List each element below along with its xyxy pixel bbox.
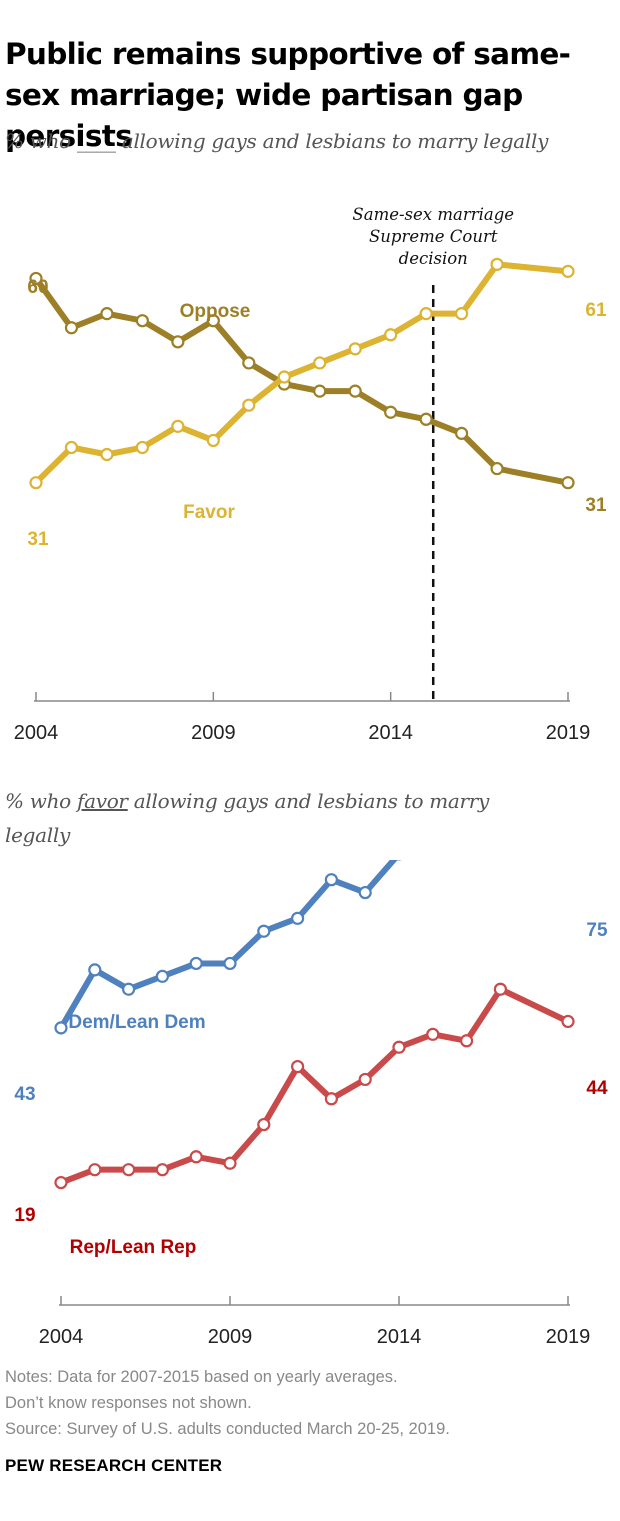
annotation-text: Same-sex marriage bbox=[352, 205, 514, 224]
x-tick-label: 2014 bbox=[368, 722, 413, 744]
bottom-subtitle-prefix: % who bbox=[5, 789, 77, 813]
data-point bbox=[392, 1040, 406, 1054]
data-point bbox=[277, 370, 291, 384]
data-point bbox=[324, 873, 338, 887]
data-point bbox=[122, 982, 136, 996]
bottom-subtitle-emphasis: favor bbox=[76, 789, 128, 813]
data-point bbox=[223, 956, 237, 971]
x-tick-label: 2019 bbox=[546, 1326, 591, 1348]
data-point bbox=[493, 982, 507, 996]
data-point bbox=[29, 476, 43, 490]
data-point bbox=[171, 335, 185, 349]
note-line: Notes: Data for 2007-2015 based on yearl… bbox=[5, 1368, 398, 1386]
x-tick-label: 2004 bbox=[14, 722, 59, 744]
data-point bbox=[460, 1034, 474, 1048]
end-value-label: 44 bbox=[586, 1078, 608, 1099]
bottom-chart-subtitle: % who favor allowing gays and lesbians t… bbox=[5, 784, 525, 852]
bottom-chart: 2004 2009 2014 2019 Dem/Lean Dem 43 75 Rep/Lea… bbox=[14, 860, 608, 1348]
data-point bbox=[100, 447, 114, 462]
bottom-subtitle-suffix: allowing gays and lesbians to marry lega… bbox=[5, 789, 490, 847]
note-line: Source: Survey of U.S. adults conducted … bbox=[5, 1420, 450, 1438]
data-point bbox=[348, 342, 362, 356]
x-tick-label: 2014 bbox=[377, 1326, 422, 1348]
start-value-label: 43 bbox=[14, 1084, 35, 1105]
notes: Notes: Data for 2007-2015 based on yearl… bbox=[5, 1364, 450, 1442]
data-point bbox=[490, 257, 504, 271]
data-point bbox=[291, 1059, 305, 1074]
start-value-label: 31 bbox=[27, 529, 49, 550]
data-point bbox=[291, 911, 305, 925]
data-point bbox=[419, 307, 433, 321]
data-point bbox=[100, 307, 114, 321]
start-value-label: 60 bbox=[27, 277, 48, 298]
top-chart-subtitle: % who ____ allowing gays and lesbians to… bbox=[5, 129, 549, 153]
annotation-text: decision bbox=[399, 249, 468, 268]
data-point bbox=[64, 440, 79, 455]
chart-title: Public remains supportive of same-sex ma… bbox=[5, 37, 571, 153]
data-point bbox=[358, 885, 372, 900]
x-tick-label: 2009 bbox=[208, 1326, 253, 1348]
note-line: Don’t know responses not shown. bbox=[5, 1394, 252, 1412]
series-name-label: Oppose bbox=[180, 301, 251, 322]
data-point bbox=[257, 924, 271, 938]
data-point bbox=[135, 440, 149, 455]
brand-footer: PEW RESEARCH CENTER bbox=[5, 1456, 223, 1475]
top-chart-series bbox=[29, 257, 575, 490]
data-point bbox=[189, 956, 203, 971]
data-point bbox=[54, 1021, 68, 1035]
data-point bbox=[490, 461, 504, 476]
data-point bbox=[384, 328, 398, 342]
data-point bbox=[64, 321, 79, 335]
data-point bbox=[242, 356, 256, 370]
data-point bbox=[88, 963, 102, 977]
x-tick-label: 2019 bbox=[546, 722, 591, 744]
data-point bbox=[313, 356, 327, 370]
data-point bbox=[54, 1175, 68, 1190]
data-point bbox=[88, 1163, 102, 1177]
data-point bbox=[561, 264, 575, 278]
data-point bbox=[358, 1072, 372, 1087]
top-chart-ticks: 2004 2009 2014 2019 bbox=[14, 692, 591, 744]
data-point bbox=[242, 398, 256, 412]
series-name-label: Rep/Lean Rep bbox=[70, 1237, 197, 1258]
end-value-label: 61 bbox=[585, 300, 607, 321]
data-point bbox=[189, 1150, 203, 1164]
x-tick-label: 2004 bbox=[39, 1326, 84, 1348]
data-point bbox=[561, 476, 575, 490]
data-point bbox=[29, 271, 43, 286]
x-tick-label: 2009 bbox=[191, 722, 236, 744]
data-point bbox=[313, 384, 327, 398]
data-point bbox=[223, 1156, 237, 1170]
bottom-chart-ticks: 2004 2009 2014 2019 bbox=[39, 1296, 591, 1348]
data-point bbox=[455, 426, 469, 440]
top-chart: 2004 2009 2014 2019 Same-sex marriage Suprem… bbox=[14, 205, 607, 744]
data-point bbox=[257, 1117, 271, 1132]
data-point bbox=[155, 969, 169, 983]
data-point bbox=[455, 307, 469, 321]
end-value-label: 31 bbox=[585, 495, 607, 516]
data-point bbox=[171, 419, 185, 433]
data-point bbox=[561, 1014, 575, 1029]
data-point bbox=[206, 314, 220, 328]
top-chart-annotation: Same-sex marriage Supreme Court decision bbox=[352, 205, 514, 701]
series-line bbox=[33, 261, 571, 486]
data-point bbox=[206, 433, 220, 448]
data-point bbox=[324, 1092, 338, 1106]
data-point bbox=[135, 314, 149, 328]
series-name-label: Dem/Lean Dem bbox=[68, 1012, 205, 1033]
bottom-chart-labels: Dem/Lean Dem 43 75 Rep/Lean Rep 19 44 bbox=[14, 920, 608, 1258]
series-name-label: Favor bbox=[183, 502, 235, 523]
data-point bbox=[348, 384, 362, 398]
data-point bbox=[419, 412, 433, 426]
bottom-chart-series bbox=[54, 860, 575, 1190]
end-value-label: 75 bbox=[586, 920, 608, 941]
data-point bbox=[426, 1027, 440, 1041]
start-value-label: 19 bbox=[14, 1205, 35, 1226]
data-point bbox=[155, 1163, 169, 1177]
data-point bbox=[122, 1163, 136, 1177]
annotation-text: Supreme Court bbox=[369, 227, 498, 246]
top-chart-labels: Oppose 60 31 Favor 31 61 bbox=[27, 277, 607, 550]
data-point bbox=[384, 405, 398, 419]
